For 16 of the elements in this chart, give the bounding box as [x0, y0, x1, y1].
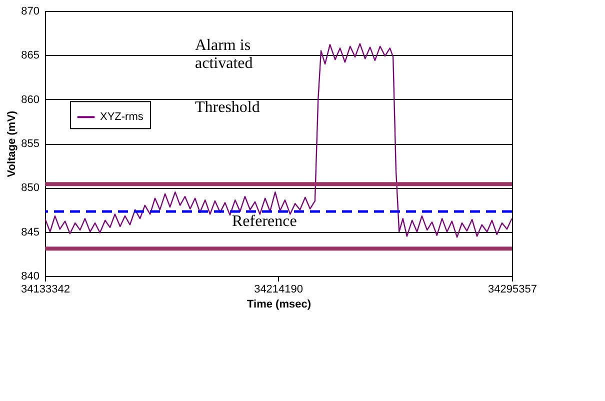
x-tick-label: 34214190 [254, 284, 304, 296]
x-tick-label: 34295357 [488, 284, 537, 296]
y-tick-label: 840 [21, 270, 40, 282]
y-tick-label: 845 [21, 226, 40, 238]
x-axis-title: Time (msec) [247, 298, 312, 310]
x-tick-label: 34133342 [21, 284, 70, 296]
y-tick-label: 850 [21, 182, 40, 194]
y-axis-title: Voltage (mV) [6, 110, 18, 178]
y-tick-label: 865 [21, 50, 40, 62]
y-tick-label: 855 [21, 138, 40, 150]
annotation: Alarm is activated [195, 37, 253, 72]
annotation: Threshold [195, 99, 260, 116]
annotation: Reference [232, 213, 297, 230]
legend-label: XYZ-rms [100, 111, 144, 124]
y-tick-label: 860 [21, 94, 40, 106]
y-tick-label: 870 [21, 6, 40, 18]
